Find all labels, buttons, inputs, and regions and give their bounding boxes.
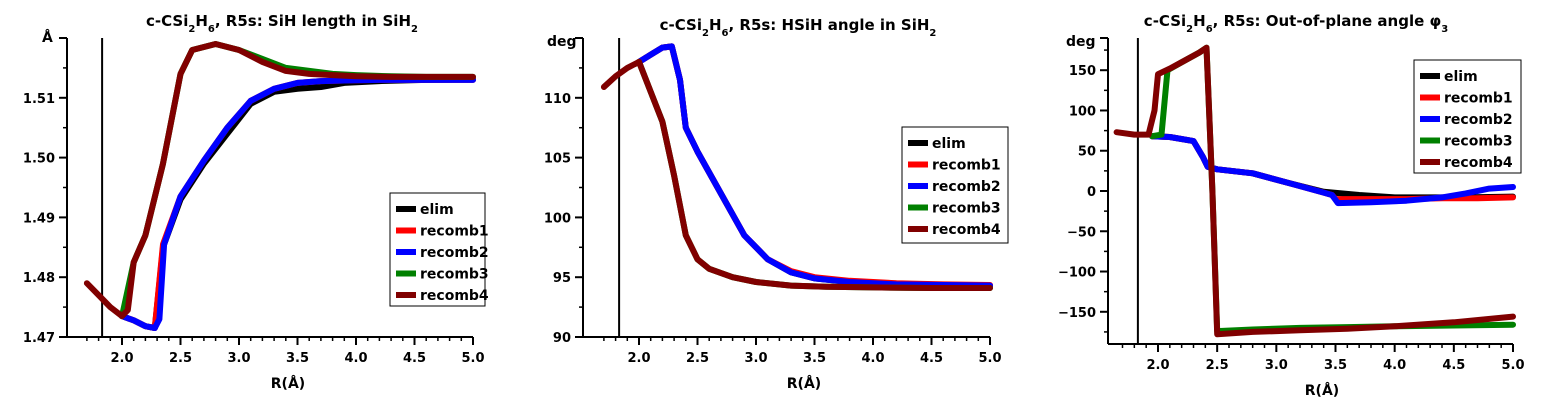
legend-label: recomb3 [1444, 134, 1513, 150]
y-tick-label: 50 [1078, 145, 1096, 160]
y-tick-label: 1.48 [23, 271, 55, 286]
legend-label: recomb4 [932, 222, 1001, 238]
y-axis-label: deg [547, 34, 577, 50]
y-tick-labels: 90 95 100 105 110 [544, 92, 571, 346]
y-tick-label: 1.49 [23, 211, 55, 226]
y-tick-labels: −150 −100 −50 0 50 100 150 [1058, 64, 1096, 321]
y-tick-label: 95 [553, 271, 571, 286]
y-tick-label: −100 [1058, 266, 1096, 281]
x-tick-label: 3.0 [1265, 358, 1288, 373]
y-tick-label: 110 [544, 92, 571, 107]
legend-label: recomb2 [1444, 112, 1513, 128]
x-tick-label: 2.5 [1206, 358, 1229, 373]
x-tick-labels: 2.0 2.5 3.0 3.5 4.0 4.5 5.0 [627, 351, 1001, 366]
y-tick-labels: 1.47 1.48 1.49 1.50 1.51 [23, 92, 55, 346]
y-axis-label: deg [1066, 34, 1096, 50]
legend-label: recomb4 [1444, 155, 1513, 171]
axes [59, 37, 474, 345]
y-tick-label: 1.50 [23, 152, 55, 167]
x-tick-label: 4.0 [344, 351, 367, 366]
chart-sih-length: c-CSi2H6, R5s: SiH length in SiH2 Å R(Å)… [23, 12, 489, 392]
y-tick-label: 90 [553, 331, 571, 346]
series-line-recomb4 [600, 58, 993, 291]
x-tick-label: 4.5 [1442, 358, 1465, 373]
chart-title: c-CSi2H6, R5s: SiH length in SiH2 [146, 12, 418, 35]
x-tick-label: 2.5 [169, 351, 192, 366]
legend-label: recomb1 [932, 158, 1001, 174]
legend-label: recomb3 [420, 267, 489, 283]
x-axis-label: R(Å) [1305, 382, 1339, 399]
series-line-recomb2 [1149, 133, 1516, 207]
x-tick-label: 4.5 [920, 351, 943, 366]
y-tick-label: −50 [1067, 225, 1096, 240]
x-tick-label: 5.0 [461, 351, 484, 366]
y-tick-label: 100 [544, 211, 571, 226]
y-tick-label: 0 [1087, 185, 1096, 200]
x-tick-label: 3.5 [803, 351, 826, 366]
x-axis-label: R(Å) [787, 375, 821, 392]
x-tick-label: 3.5 [286, 351, 309, 366]
x-tick-labels: 2.0 2.5 3.0 3.5 4.0 4.5 5.0 [1146, 358, 1524, 373]
x-tick-label: 3.5 [1324, 358, 1347, 373]
legend-label: recomb1 [1444, 91, 1513, 107]
y-tick-label: −150 [1058, 306, 1096, 321]
legend-label: elim [420, 202, 454, 218]
x-tick-label: 4.0 [1383, 358, 1406, 373]
legend-label: recomb3 [932, 201, 1001, 217]
legend-label: recomb4 [420, 288, 489, 304]
y-tick-label: 1.51 [23, 92, 55, 107]
y-axis-label: Å [42, 29, 53, 46]
y-tick-label: 150 [1069, 64, 1096, 79]
legend-label: recomb2 [420, 245, 489, 261]
x-tick-label: 3.0 [227, 351, 250, 366]
series-lines [600, 43, 993, 291]
series-line-recomb2 [119, 76, 476, 331]
x-tick-label: 2.0 [627, 351, 650, 366]
legend: elim recomb1 recomb2 recomb3 recomb4 [389, 192, 489, 307]
y-tick-label: 105 [544, 152, 571, 167]
legend-label: recomb1 [420, 224, 489, 240]
legend: elim recomb1 recomb2 recomb3 recomb4 [901, 126, 1009, 244]
y-tick-label: 100 [1069, 104, 1096, 119]
chart-hsih-angle: c-CSi2H6, R5s: HSiH angle in SiH2 deg R(… [544, 16, 1009, 392]
chart-title: c-CSi2H6, R5s: HSiH angle in SiH2 [660, 16, 937, 39]
x-tick-label: 5.0 [978, 351, 1001, 366]
y-tick-label: 1.47 [23, 331, 55, 346]
x-tick-label: 5.0 [1501, 358, 1524, 373]
axes [1100, 37, 1514, 352]
legend-label: recomb2 [932, 179, 1001, 195]
legend-label: elim [932, 136, 966, 152]
x-tick-labels: 2.0 2.5 3.0 3.5 4.0 4.5 5.0 [110, 351, 484, 366]
x-tick-label: 3.0 [744, 351, 767, 366]
x-tick-label: 2.0 [1146, 358, 1169, 373]
x-tick-label: 2.0 [110, 351, 133, 366]
x-tick-label: 2.5 [686, 351, 709, 366]
chart-out-of-plane-angle: c-CSi2H6, R5s: Out-of-plane angle φ3 deg… [1058, 12, 1525, 399]
series-line-recomb4 [1113, 44, 1516, 338]
series-lines [1113, 44, 1516, 338]
series-line-recomb4 [83, 41, 476, 320]
x-tick-label: 4.0 [861, 351, 884, 366]
axes [575, 37, 991, 345]
legend: elim recomb1 recomb2 recomb3 recomb4 [1413, 59, 1522, 174]
chart-title: c-CSi2H6, R5s: Out-of-plane angle φ3 [1144, 12, 1448, 35]
series-line-recomb2 [636, 43, 993, 289]
series-lines [83, 41, 476, 331]
legend-label: elim [1444, 69, 1478, 85]
x-tick-label: 4.5 [403, 351, 426, 366]
x-axis-label: R(Å) [271, 375, 305, 392]
